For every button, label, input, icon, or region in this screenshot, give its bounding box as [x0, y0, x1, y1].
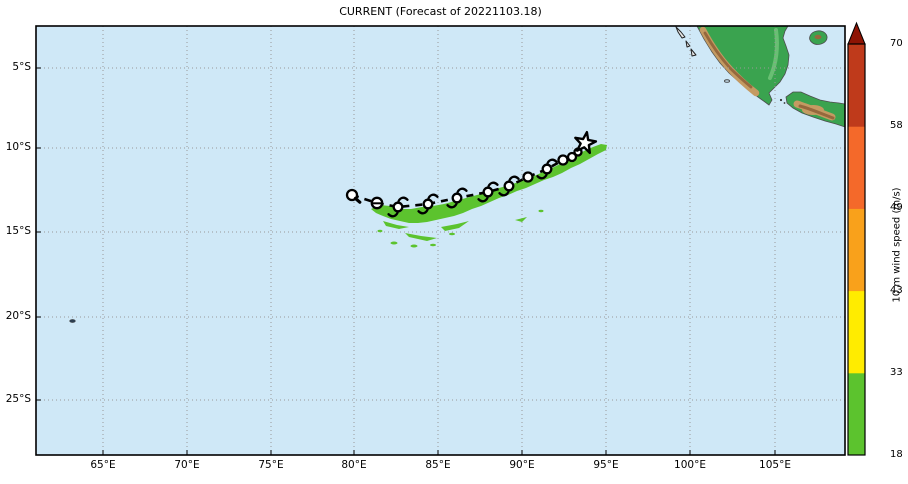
colorbar-tick-label: 43 [890, 284, 903, 296]
mentawai-islands [675, 26, 697, 57]
colorbar-tick-label: 58 [890, 120, 903, 132]
track-symbol-cyclone [417, 193, 439, 215]
track-symbol-circle [557, 154, 569, 166]
x-tick-label: 90°E [509, 459, 535, 471]
landmasses [69, 26, 845, 323]
y-tick-label: 25°S [5, 393, 31, 405]
map-frame [35, 25, 846, 456]
storm-current-position-star [574, 130, 598, 155]
track-symbol-circle [566, 151, 578, 163]
y-tick-label: 10°S [5, 141, 31, 153]
track-symbol-cyclone [446, 187, 468, 209]
y-tick-label: 5°S [12, 61, 31, 73]
small-island-ne-highland [814, 34, 822, 40]
x-tick-label: 80°E [341, 459, 367, 471]
colorbar-tick-label: 49 [890, 202, 903, 214]
figure-title: CURRENT (Forecast of 20221103.18) [339, 5, 542, 18]
krakatoa-islet [779, 98, 783, 102]
colorbar-axis-label: 10 m wind speed (m/s) [891, 187, 903, 303]
colorbar-segment-43-49 [848, 208, 865, 292]
y-tick-label: 20°S [5, 310, 31, 322]
track-symbol-cyclone [498, 175, 520, 197]
colorbar-tick-label: 18 [890, 449, 903, 460]
track-symbol-circle-tail [345, 188, 362, 204]
axis-tick-marks [36, 67, 776, 455]
track-symbol-cyclone [536, 158, 558, 180]
graticule [36, 26, 845, 455]
krakatoa-islet-2 [783, 102, 786, 104]
x-tick-label: 85°E [425, 459, 451, 471]
x-tick-label: 65°E [90, 459, 116, 471]
storm-track [345, 130, 598, 218]
colorbar-tick-label: 33 [890, 366, 903, 378]
colorbar-segment-18-33 [848, 372, 865, 456]
ocean-background [36, 26, 845, 455]
west-islet [69, 319, 76, 323]
colorbar-tick-label: 70 [890, 38, 903, 49]
sumatra-east-lowland [768, 28, 779, 80]
track-symbol-cyclone [477, 181, 499, 203]
x-tick-label: 75°E [258, 459, 284, 471]
colorbar-segment-58-70 [848, 44, 865, 127]
track-symbol-cyclone [387, 196, 409, 218]
y-tick-label: 15°S [5, 225, 31, 237]
x-tick-label: 105°E [759, 459, 791, 471]
java-ridge [798, 104, 835, 120]
x-tick-label: 70°E [174, 459, 200, 471]
enggano-islet [724, 79, 730, 83]
track-symbol-circle-bar [370, 196, 384, 210]
colorbar-over-arrow [847, 21, 866, 45]
x-tick-label: 95°E [593, 459, 619, 471]
wind-speed-colorbar [847, 21, 866, 456]
track-symbol-circle [522, 171, 534, 183]
colorbar-segment-33-43 [848, 290, 865, 374]
sumatra-ridge [703, 31, 753, 89]
x-tick-label: 100°E [674, 459, 706, 471]
colorbar-segment-49-58 [848, 126, 865, 209]
